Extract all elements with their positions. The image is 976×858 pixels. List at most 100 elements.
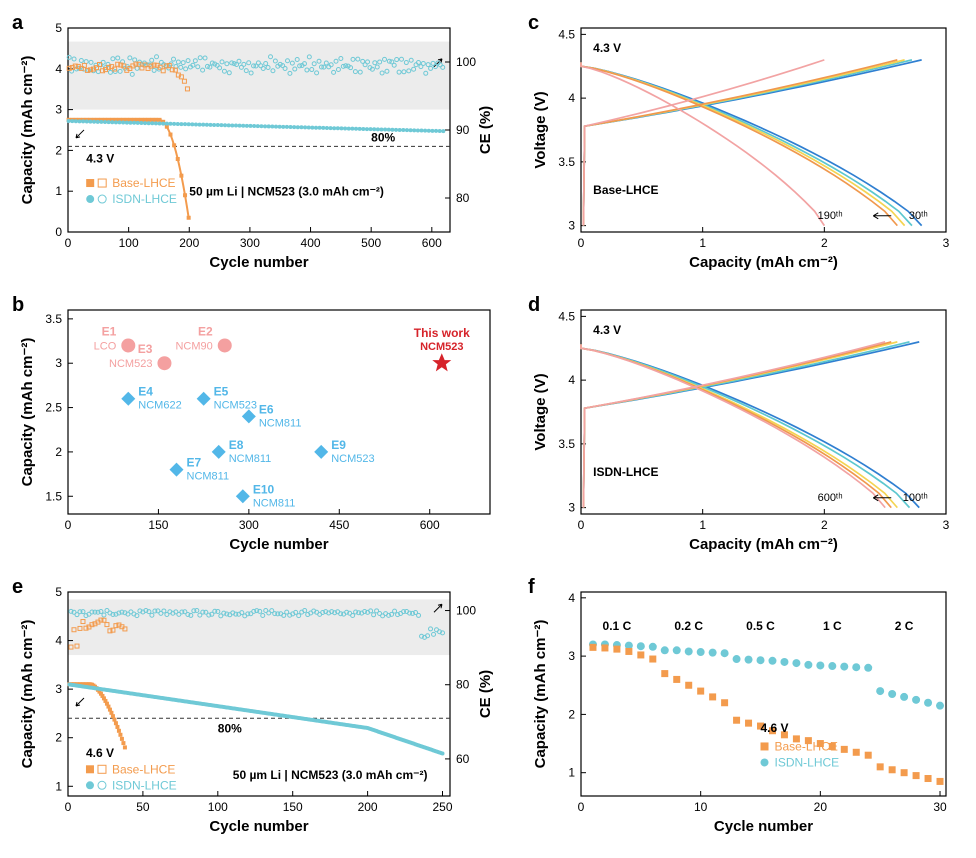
panel-label-e: e (12, 576, 23, 599)
svg-text:5: 5 (55, 585, 62, 599)
svg-text:Cycle number: Cycle number (209, 254, 308, 271)
svg-text:Base-LHCE: Base-LHCE (112, 176, 175, 190)
svg-text:3.5: 3.5 (558, 437, 575, 451)
svg-text:Base-LHCE: Base-LHCE (775, 739, 838, 753)
svg-text:Capacity (mAh cm⁻²): Capacity (mAh cm⁻²) (689, 536, 838, 553)
svg-text:E1: E1 (102, 324, 117, 338)
svg-text:3: 3 (568, 649, 575, 663)
svg-text:E4: E4 (138, 385, 153, 399)
svg-text:1: 1 (55, 779, 62, 793)
svg-text:50 µm Li | NCM523 (3.0 mAh cm⁻: 50 µm Li | NCM523 (3.0 mAh cm⁻²) (189, 184, 384, 198)
svg-text:0: 0 (578, 518, 585, 532)
svg-text:2: 2 (55, 445, 62, 459)
svg-text:1 C: 1 C (823, 619, 842, 633)
svg-text:Voltage (V): Voltage (V) (532, 91, 549, 168)
svg-text:3: 3 (55, 103, 62, 117)
svg-text:0.5 C: 0.5 C (746, 619, 775, 633)
svg-text:Cycle number: Cycle number (229, 536, 328, 553)
svg-text:3: 3 (943, 236, 950, 250)
svg-text:E10: E10 (253, 482, 275, 496)
svg-text:NCM90: NCM90 (175, 340, 212, 352)
panel-b: b 01503004506001.522.533.5Cycle numberCa… (10, 292, 510, 562)
svg-text:2: 2 (821, 236, 828, 250)
svg-text:50 µm Li | NCM523 (3.0 mAh cm⁻: 50 µm Li | NCM523 (3.0 mAh cm⁻²) (233, 768, 428, 782)
svg-text:E2: E2 (198, 324, 213, 338)
svg-text:250: 250 (432, 800, 452, 814)
svg-text:NCM622: NCM622 (138, 400, 181, 412)
svg-text:1.5: 1.5 (45, 489, 62, 503)
panel-label-f: f (528, 576, 535, 599)
svg-text:E8: E8 (229, 438, 244, 452)
svg-text:190ᵗʰ: 190ᵗʰ (818, 210, 843, 222)
svg-text:4.6 V: 4.6 V (761, 721, 789, 735)
svg-text:0.1 C: 0.1 C (603, 619, 632, 633)
svg-text:Base-LHCE: Base-LHCE (112, 762, 175, 776)
svg-text:CE (%): CE (%) (477, 106, 494, 154)
svg-text:4: 4 (55, 634, 62, 648)
svg-text:4.3 V: 4.3 V (593, 41, 621, 55)
svg-text:3.5: 3.5 (45, 312, 62, 326)
panel-label-b: b (12, 294, 24, 317)
svg-text:60: 60 (456, 752, 470, 766)
svg-text:2: 2 (55, 143, 62, 157)
svg-text:4.3 V: 4.3 V (593, 323, 621, 337)
svg-text:50: 50 (136, 800, 150, 814)
svg-text:0: 0 (55, 225, 62, 239)
svg-text:ISDN-LHCE: ISDN-LHCE (593, 465, 658, 479)
svg-text:300: 300 (239, 518, 259, 532)
svg-text:0: 0 (65, 518, 72, 532)
svg-text:4.3 V: 4.3 V (86, 152, 114, 166)
svg-text:2 C: 2 C (895, 619, 914, 633)
svg-text:150: 150 (283, 800, 303, 814)
svg-text:100ᵗʰ: 100ᵗʰ (903, 492, 928, 504)
svg-text:E7: E7 (187, 456, 202, 470)
panel-label-a: a (12, 12, 23, 35)
svg-text:100: 100 (119, 236, 139, 250)
svg-text:NCM811: NCM811 (259, 417, 302, 429)
svg-text:ISDN-LHCE: ISDN-LHCE (775, 755, 840, 769)
svg-text:Capacity (mAh cm⁻²): Capacity (mAh cm⁻²) (19, 620, 36, 769)
svg-text:0: 0 (65, 800, 72, 814)
svg-text:ISDN-LHCE: ISDN-LHCE (112, 778, 177, 792)
svg-text:30ᵗʰ: 30ᵗʰ (909, 210, 928, 222)
svg-text:0: 0 (578, 800, 585, 814)
svg-text:E3: E3 (138, 342, 153, 356)
svg-text:3: 3 (568, 219, 575, 233)
svg-text:500: 500 (361, 236, 381, 250)
svg-text:CE (%): CE (%) (477, 670, 494, 718)
panel-c: c 012333.544.5Capacity (mAh cm⁻²)Voltage… (526, 10, 966, 280)
svg-text:2: 2 (821, 518, 828, 532)
svg-text:4.5: 4.5 (558, 309, 575, 323)
svg-text:450: 450 (329, 518, 349, 532)
svg-text:NCM523: NCM523 (109, 358, 152, 370)
svg-text:30: 30 (933, 800, 947, 814)
svg-text:100: 100 (208, 800, 228, 814)
svg-text:Capacity (mAh cm⁻²): Capacity (mAh cm⁻²) (532, 620, 549, 769)
svg-text:NCM523: NCM523 (331, 453, 374, 465)
panel-a: a 01002003004005006000123458090100Cycle … (10, 10, 510, 280)
svg-text:0: 0 (578, 236, 585, 250)
svg-text:3: 3 (55, 682, 62, 696)
svg-text:1: 1 (55, 184, 62, 198)
svg-text:20: 20 (814, 800, 828, 814)
svg-text:1: 1 (699, 518, 706, 532)
svg-text:NCM811: NCM811 (187, 471, 230, 483)
svg-text:This work: This work (414, 326, 470, 340)
svg-text:4: 4 (568, 591, 575, 605)
svg-text:5: 5 (55, 21, 62, 35)
svg-text:100: 100 (456, 55, 476, 69)
svg-text:80%: 80% (218, 721, 242, 735)
svg-text:4: 4 (55, 62, 62, 76)
svg-text:600: 600 (422, 236, 442, 250)
figure-grid: a 01002003004005006000123458090100Cycle … (10, 10, 966, 844)
svg-text:LCO: LCO (94, 340, 117, 352)
svg-text:2.5: 2.5 (45, 401, 62, 415)
svg-text:1: 1 (699, 236, 706, 250)
panel-label-d: d (528, 294, 540, 317)
svg-text:Voltage (V): Voltage (V) (532, 373, 549, 450)
panel-label-c: c (528, 12, 539, 35)
svg-text:200: 200 (179, 236, 199, 250)
svg-text:NCM811: NCM811 (229, 453, 272, 465)
svg-text:Capacity (mAh cm⁻²): Capacity (mAh cm⁻²) (689, 254, 838, 271)
svg-text:Capacity (mAh cm⁻²): Capacity (mAh cm⁻²) (19, 56, 36, 205)
